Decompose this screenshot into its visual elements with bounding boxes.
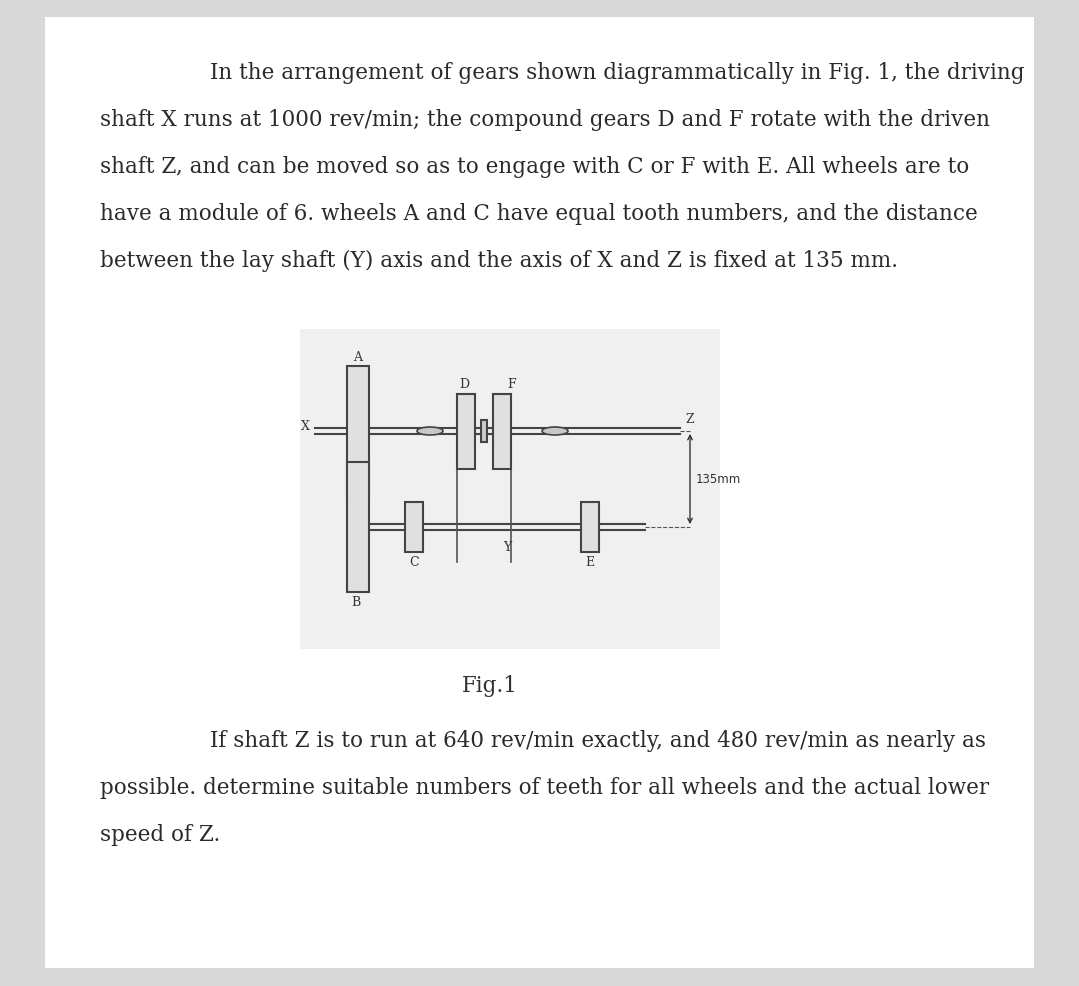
Bar: [457, 394, 475, 469]
Bar: [347, 367, 369, 497]
Text: F: F: [508, 378, 517, 391]
Text: speed of Z.: speed of Z.: [100, 823, 220, 845]
Bar: [493, 394, 511, 469]
Text: shaft Z, and can be moved so as to engage with C or F with E. All wheels are to: shaft Z, and can be moved so as to engag…: [100, 156, 969, 177]
Bar: [300, 329, 720, 650]
Bar: [581, 503, 599, 552]
Text: 135mm: 135mm: [696, 473, 741, 486]
Text: X: X: [301, 420, 310, 433]
Text: Y: Y: [503, 540, 511, 553]
Ellipse shape: [416, 428, 443, 436]
Bar: [481, 421, 487, 443]
Text: A: A: [354, 351, 363, 364]
Text: possible. determine suitable numbers of teeth for all wheels and the actual lowe: possible. determine suitable numbers of …: [100, 776, 989, 799]
Text: Fig.1: Fig.1: [462, 674, 518, 696]
Text: Z: Z: [685, 413, 694, 426]
Text: B: B: [352, 596, 360, 608]
Text: E: E: [586, 555, 595, 568]
Text: between the lay shaft (Y) axis and the axis of X and Z is fixed at 135 mm.: between the lay shaft (Y) axis and the a…: [100, 249, 898, 272]
Text: shaft X runs at 1000 rev/min; the compound gears D and F rotate with the driven: shaft X runs at 1000 rev/min; the compou…: [100, 108, 991, 131]
Text: D: D: [459, 378, 469, 391]
Text: C: C: [409, 555, 419, 568]
Text: If shaft Z is to run at 640 rev/min exactly, and 480 rev/min as nearly as: If shaft Z is to run at 640 rev/min exac…: [210, 730, 986, 751]
Ellipse shape: [542, 428, 568, 436]
Text: In the arrangement of gears shown diagrammatically in Fig. 1, the driving: In the arrangement of gears shown diagra…: [210, 62, 1025, 84]
Bar: [347, 462, 369, 593]
Text: have a module of 6. wheels A and C have equal tooth numbers, and the distance: have a module of 6. wheels A and C have …: [100, 203, 978, 225]
Bar: [405, 503, 423, 552]
